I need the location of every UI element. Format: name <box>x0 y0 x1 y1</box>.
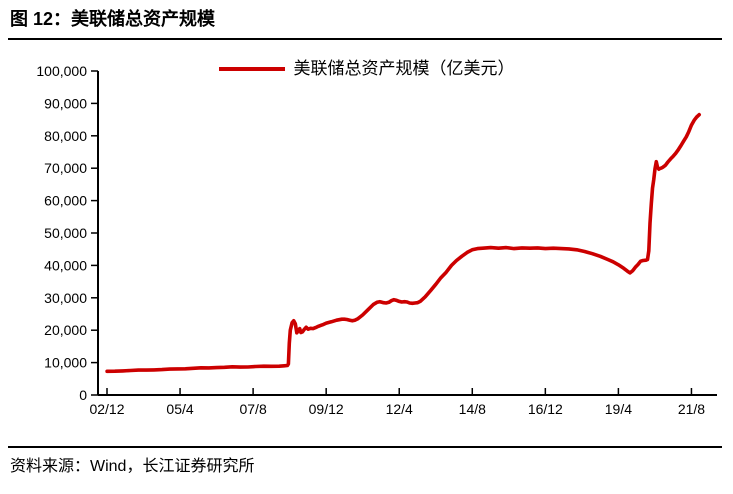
x-tick-label: 05/4 <box>166 401 193 417</box>
y-tick-label: 80,000 <box>44 128 87 144</box>
y-tick-label: 10,000 <box>44 355 87 371</box>
x-tick-label: 09/12 <box>309 401 344 417</box>
legend-line-swatch <box>218 67 285 71</box>
y-tick-label: 40,000 <box>44 257 87 273</box>
legend-label: 美联储总资产规模（亿美元） <box>293 59 515 78</box>
x-tick-label: 02/12 <box>89 401 124 417</box>
x-tick-label: 07/8 <box>239 401 266 417</box>
total-assets-series-line <box>105 112 702 374</box>
y-tick-label: 90,000 <box>44 95 87 111</box>
y-tick-label: 30,000 <box>44 290 87 306</box>
y-tick-label: 0 <box>79 387 87 403</box>
y-tick-label: 60,000 <box>44 193 87 209</box>
source-divider: 资料来源：Wind，长江证券研究所 <box>8 446 722 477</box>
x-tick-label: 21/8 <box>678 401 705 417</box>
y-tick-label: 20,000 <box>44 322 87 338</box>
x-tick-label: 14/8 <box>459 401 486 417</box>
figure-title: 图 12：美联储总资产规模 <box>8 0 722 40</box>
x-tick-label: 16/12 <box>528 401 563 417</box>
y-tick-label: 100,000 <box>36 63 87 79</box>
source-note: 资料来源：Wind，长江证券研究所 <box>10 458 255 475</box>
y-tick-label: 50,000 <box>44 225 87 241</box>
x-tick-label: 19/4 <box>605 401 632 417</box>
chart-legend: 美联储总资产规模（亿美元） <box>0 58 733 80</box>
x-tick-label: 12/4 <box>386 401 413 417</box>
y-tick-label: 70,000 <box>44 160 87 176</box>
